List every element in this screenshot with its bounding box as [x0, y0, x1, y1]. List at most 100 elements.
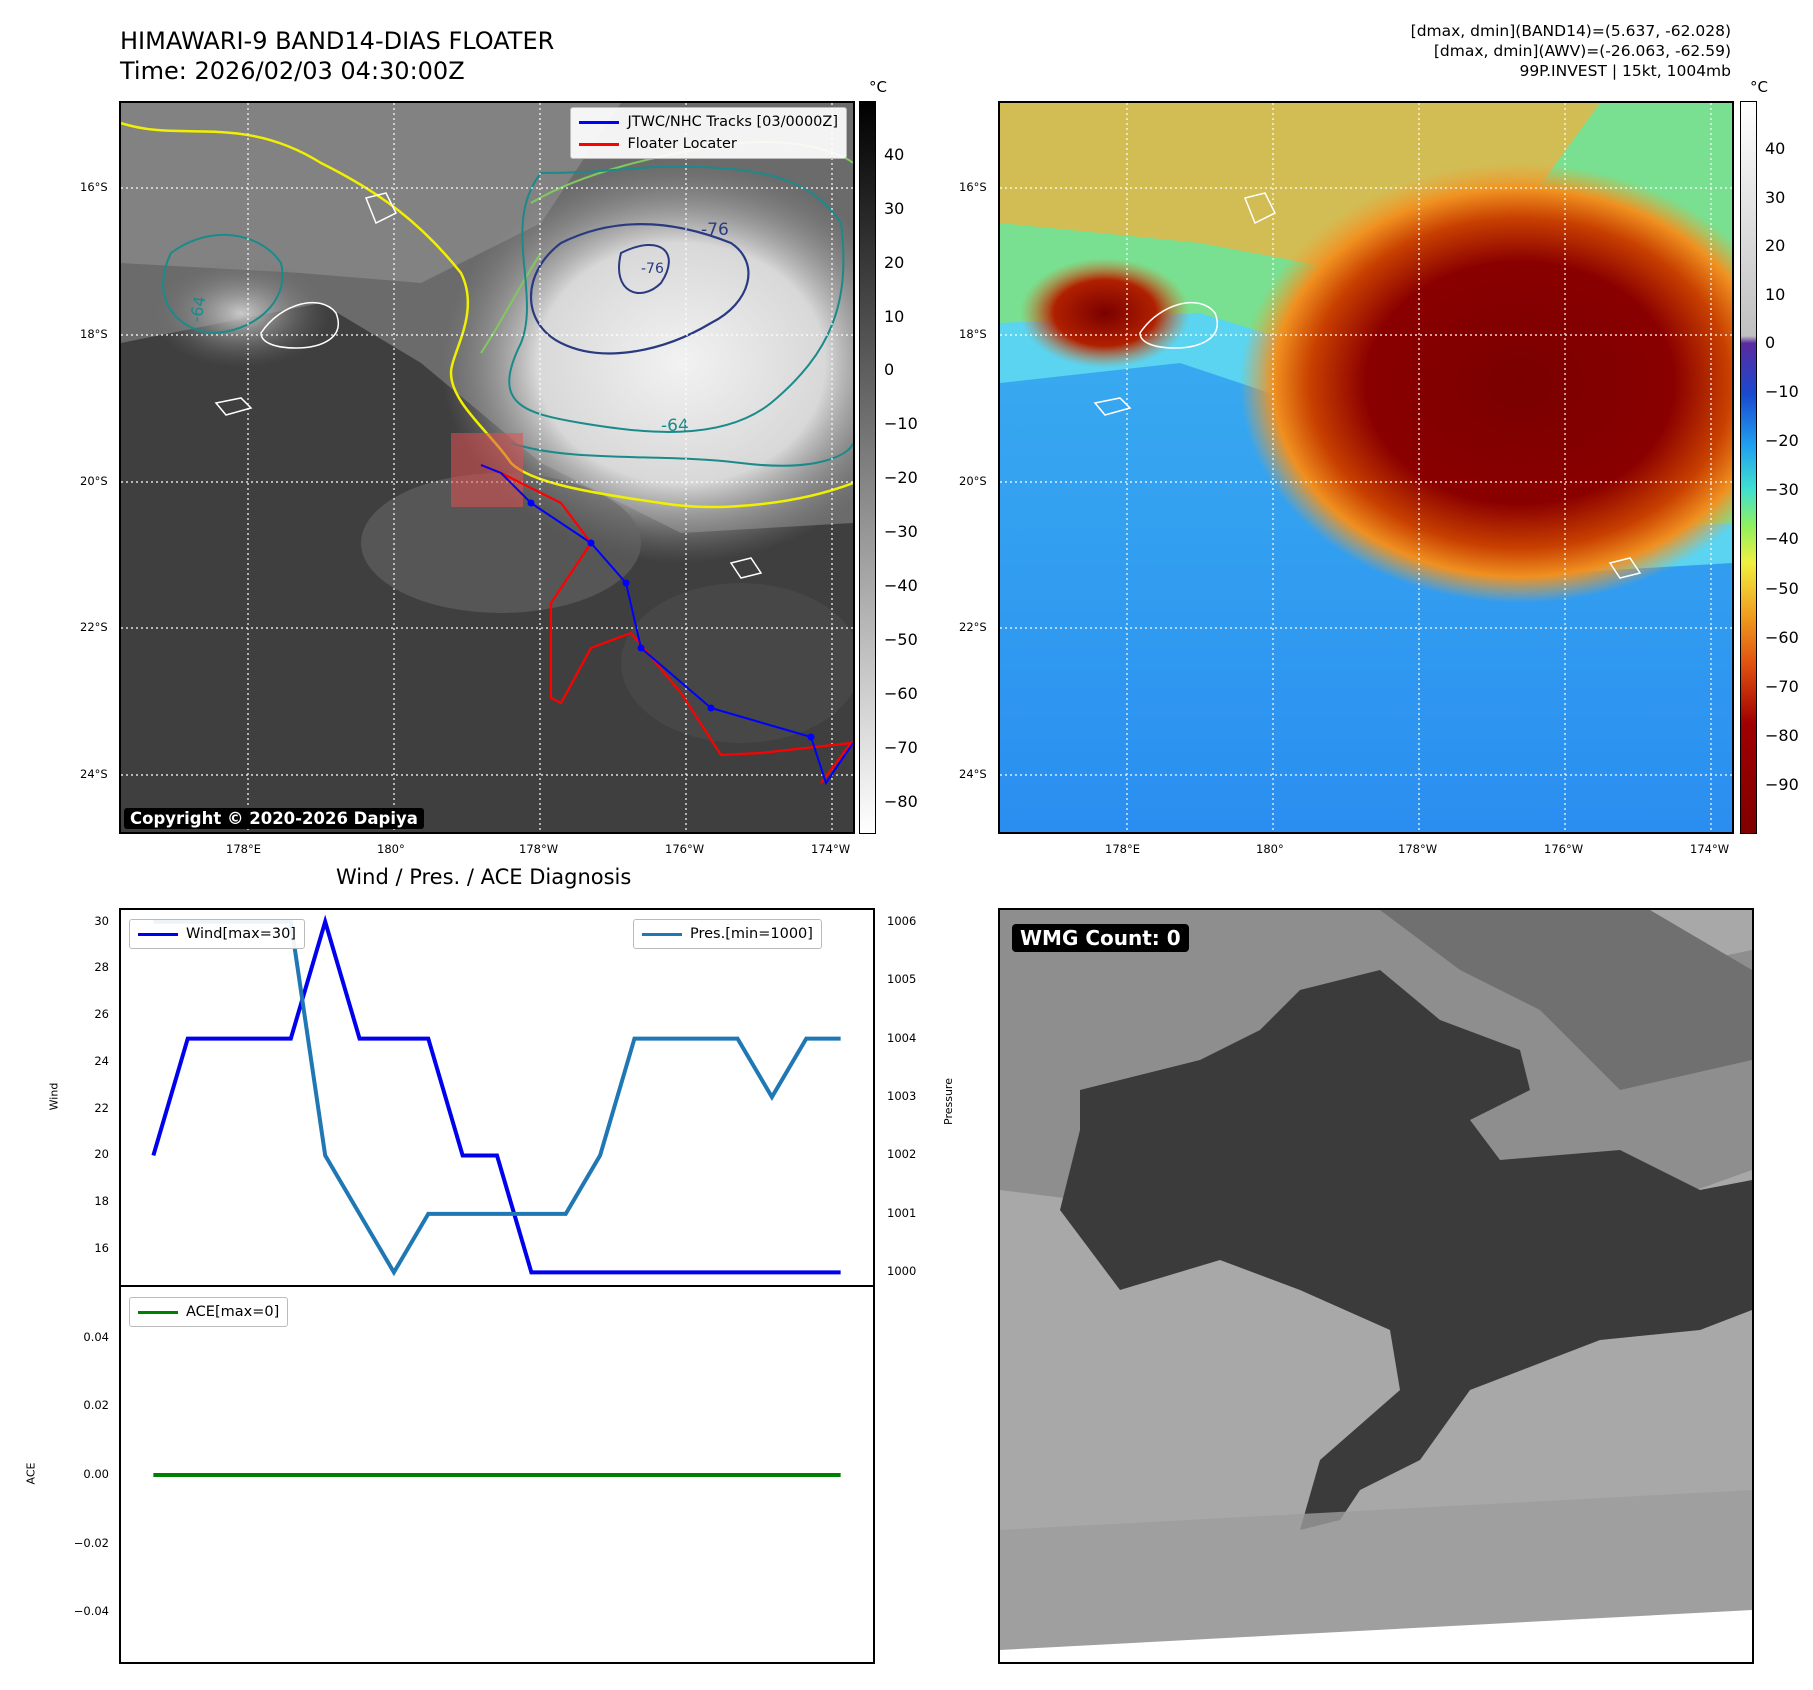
wind-tick-label: 20: [94, 1147, 109, 1162]
lat-label-16s-left: 16°S: [80, 180, 108, 194]
colorbar-left-tick: −40: [884, 576, 918, 596]
wmg-svg: [1000, 910, 1752, 1662]
pressure-legend-item: Pres.[min=1000]: [642, 923, 813, 945]
colorbar-left: [859, 101, 876, 834]
floater-locater-path: [480, 463, 853, 784]
map-grid-right: [1000, 103, 1732, 832]
info-band14-range: [dmax, dmin](BAND14)=(5.637, -62.028): [1410, 22, 1731, 40]
pressure-tick-label: 1006: [887, 913, 917, 928]
colorbar-left-tick: 40: [884, 144, 905, 164]
colorbar-right-tick: 20: [1765, 236, 1786, 256]
wind-legend-label: Wind[max=30]: [186, 926, 296, 942]
ace-legend-item: ACE[max=0]: [138, 1301, 279, 1323]
info-awv-range: [dmax, dmin](AWV)=(-26.063, -62.59): [1433, 42, 1731, 60]
lat-label-20s-right: 20°S: [959, 474, 987, 488]
pressure-legend: Pres.[min=1000]: [633, 919, 822, 949]
lon-label-178w-right: 178°W: [1398, 842, 1438, 856]
wind-tick-label: 22: [94, 1100, 109, 1115]
lat-label-24s-right: 24°S: [959, 767, 987, 781]
colorbar-right-tick: 30: [1765, 187, 1786, 207]
pressure-tick-label: 1000: [887, 1264, 917, 1279]
ace-tick-label: 0.04: [83, 1329, 109, 1344]
ir-cloud-south: [361, 473, 641, 613]
wmg-panel: WMG Count: 0: [998, 908, 1754, 1664]
contour-teal-west: [162, 233, 284, 335]
wind-legend-line: [138, 932, 178, 936]
colorbar-right-tick: −80: [1765, 725, 1799, 745]
colorbar-right-tick: 40: [1765, 139, 1786, 159]
colorbar-left-tick: −80: [884, 791, 918, 811]
wmg-dark-region: [1060, 970, 1752, 1530]
wind-legend: Wind[max=30]: [129, 919, 305, 949]
colorbar-right-tick: −30: [1765, 480, 1799, 500]
pressure-tick-label: 1003: [887, 1089, 917, 1103]
wmg-light-south: [1000, 1490, 1752, 1662]
info-storm: 99P.INVEST | 15kt, 1004mb: [1519, 62, 1731, 80]
colorbar-left-tick: −50: [884, 629, 918, 649]
ace-legend-label: ACE[max=0]: [186, 1304, 280, 1320]
contour-navy-core: [530, 223, 750, 355]
wind-tick-label: 24: [94, 1053, 109, 1068]
contour-label-1: -76: [701, 220, 729, 240]
coastlines-right: [1093, 192, 1642, 579]
pressure-tick-label: 1004: [887, 1030, 917, 1045]
ace-legend: ACE[max=0]: [129, 1297, 289, 1327]
colorbar-right-unit: °C: [1750, 78, 1768, 96]
lon-label-180-left: 180°: [377, 842, 405, 856]
map-legend: JTWC/NHC Tracks [03/0000Z] Floater Locat…: [570, 107, 847, 159]
pressure-tick-label: 1002: [887, 1147, 917, 1162]
lat-label-24s-left: 24°S: [80, 767, 108, 781]
lat-label-18s-right: 18°S: [959, 327, 987, 341]
ir-cloud-west: [151, 258, 331, 368]
wind-tick-label: 30: [94, 913, 109, 928]
colorbar-right-tick: −20: [1765, 431, 1799, 451]
contour-yellow: [121, 121, 853, 509]
legend-line-tracks: [579, 120, 620, 124]
lon-label-174w-right: 174°W: [1690, 842, 1730, 856]
colorbar-right: [1740, 101, 1757, 834]
title-satellite: HIMAWARI-9 BAND14-DIAS FLOATER: [120, 27, 555, 55]
contour-navy-inner: [618, 243, 670, 294]
pressure-tick-label: 1001: [887, 1205, 917, 1220]
pressure-tick-label: 1005: [887, 972, 917, 987]
colorbar-right-tick: −40: [1765, 529, 1799, 549]
colorbar-left-tick: 10: [884, 306, 905, 326]
colorbar-left-tick: 20: [884, 252, 905, 272]
lat-label-20s-left: 20°S: [80, 474, 108, 488]
floater-locater-box: [451, 433, 523, 507]
coastlines-left: [214, 192, 763, 579]
lat-label-16s-right: 16°S: [959, 180, 987, 194]
contour-label-2: -76: [641, 261, 664, 277]
ace-tick-label: 0.00: [83, 1467, 109, 1481]
colorbar-left-tick: −70: [884, 737, 918, 757]
legend-item-tracks: JTWC/NHC Tracks [03/0000Z]: [579, 111, 838, 133]
colorbar-left-tick: −60: [884, 683, 918, 703]
wind-tick-label: 26: [94, 1007, 109, 1022]
lon-label-176w-left: 176°W: [665, 842, 705, 856]
legend-label-locater: Floater Locater: [627, 136, 737, 152]
lat-label-18s-left: 18°S: [80, 327, 108, 341]
color-storm-west: [1020, 258, 1190, 368]
colorbar-right-tick: −90: [1765, 774, 1799, 794]
pressure-legend-line: [642, 932, 682, 936]
ir-cloud-core: [441, 163, 853, 563]
wind-tick-label: 16: [94, 1240, 109, 1255]
ace-tick-label: 0.02: [83, 1398, 109, 1413]
legend-item-locater: Floater Locater: [579, 133, 838, 155]
ir-color-map: [998, 101, 1734, 834]
wmg-edge: [1000, 1610, 1752, 1662]
lat-label-22s-left: 22°S: [80, 620, 108, 634]
wind-pressure-axes: [119, 908, 875, 1287]
wmg-gray-north: [1380, 910, 1752, 1090]
colorbar-left-tick: −20: [884, 468, 918, 488]
contour-label-4: -64: [186, 295, 209, 324]
colorbar-right-tick: 0: [1765, 333, 1776, 352]
wind-ylabel: Wind: [47, 1082, 61, 1111]
legend-line-locater: [579, 142, 620, 146]
colorbar-left-tick: 30: [884, 198, 905, 218]
colorbar-left-unit: °C: [869, 78, 887, 96]
ace-tick-label: −0.02: [73, 1535, 109, 1550]
colorbar-right-tick: −50: [1765, 578, 1799, 598]
title-time: Time: 2026/02/03 04:30:00Z: [120, 57, 465, 85]
pressure-ylabel: Pressure: [941, 1078, 955, 1125]
